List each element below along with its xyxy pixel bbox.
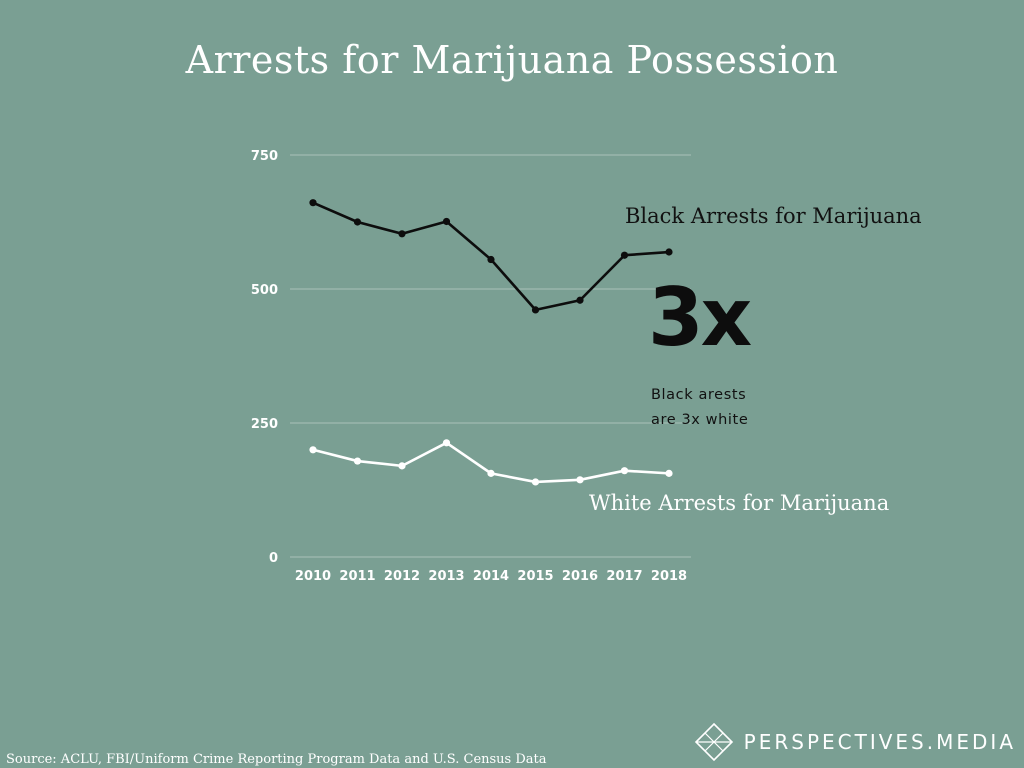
x-tick-label: 2015 <box>517 569 553 584</box>
y-tick-label: 750 <box>251 149 278 164</box>
data-point-white <box>398 462 406 470</box>
diamond-logo-icon <box>694 722 733 762</box>
y-tick-label: 500 <box>251 283 278 298</box>
chart-title: Arrests for Marijuana Possession <box>185 38 839 82</box>
brand-name-suffix: .MEDIA <box>926 730 1016 754</box>
data-point-black <box>531 306 540 314</box>
data-point-black <box>665 248 673 256</box>
data-point-white <box>442 439 451 447</box>
data-point-black <box>353 218 362 226</box>
data-point-white <box>576 476 584 484</box>
source-note: Source: ACLU, FBI/Uniform Crime Reportin… <box>6 752 547 767</box>
brand-name: PERSPECTIVES.MEDIA <box>744 730 1016 754</box>
data-point-black <box>398 230 406 238</box>
data-point-black <box>309 199 317 207</box>
y-tick-label: 0 <box>269 551 278 566</box>
data-point-white <box>620 467 629 475</box>
data-point-white <box>353 457 362 465</box>
x-tick-label: 2016 <box>562 569 598 584</box>
data-point-black <box>620 251 629 259</box>
data-point-black <box>576 296 584 304</box>
x-tick-label: 2012 <box>384 569 420 584</box>
x-tick-label: 2018 <box>651 569 687 584</box>
x-tick-label: 2014 <box>473 569 509 584</box>
data-point-white <box>665 469 673 477</box>
data-point-white <box>487 469 495 477</box>
black-series-label: Black Arrests for Marijuana <box>625 204 922 228</box>
x-tick-label: 2013 <box>428 569 464 584</box>
ratio-note-line-1: Black arests <box>651 387 747 403</box>
x-tick-label: 2010 <box>295 569 331 584</box>
x-tick-label: 2017 <box>606 569 642 584</box>
ratio-callout: 3x <box>648 271 752 364</box>
data-point-white <box>531 478 540 486</box>
brand-name-main: PERSPECTIVES <box>743 730 927 754</box>
data-point-white <box>309 446 317 454</box>
white-series-label: White Arrests for Marijuana <box>589 491 890 515</box>
data-point-black <box>442 217 451 226</box>
y-tick-label: 250 <box>251 417 278 432</box>
x-tick-label: 2011 <box>339 569 375 584</box>
ratio-note-line-2: are 3x white <box>651 412 749 428</box>
brand-logo: PERSPECTIVES.MEDIA <box>694 720 1016 764</box>
ratio-note: Black arests are 3x white <box>651 383 831 433</box>
data-point-black <box>487 255 495 264</box>
